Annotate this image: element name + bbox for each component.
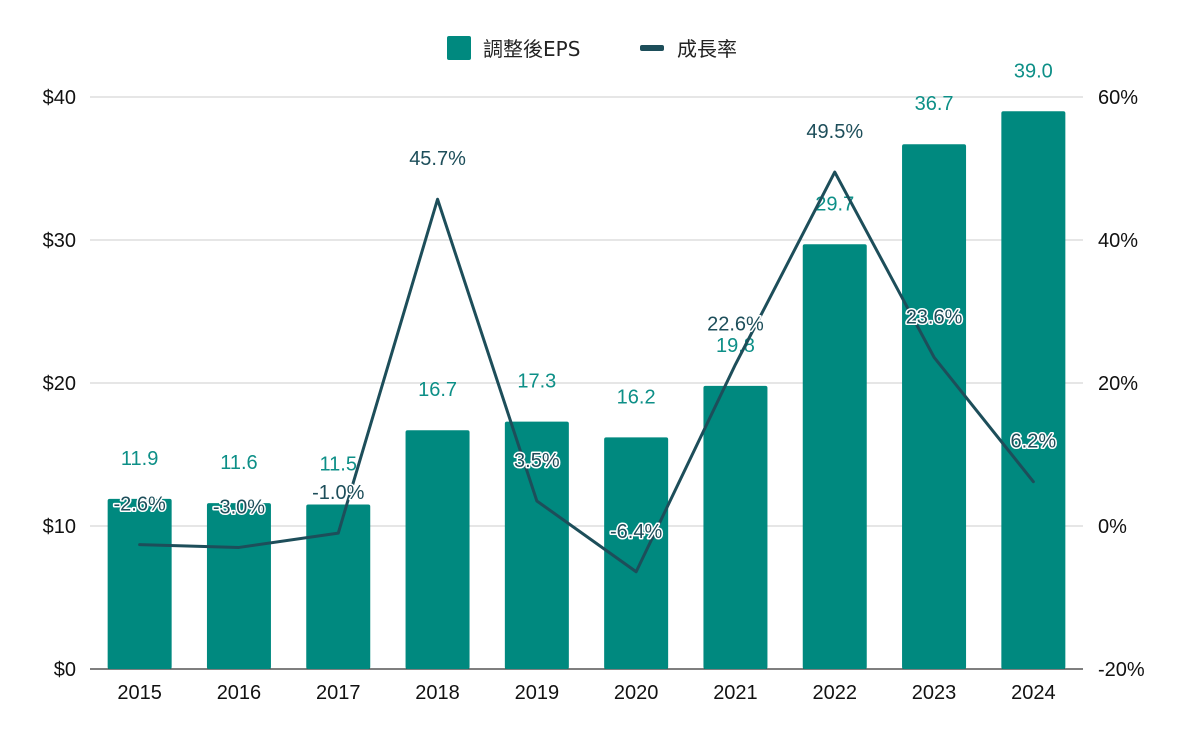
x-axis-tick-label: 2018 [415,682,460,704]
growth-line [138,170,1035,574]
left-axis-tick-label: $40 [43,87,76,109]
left-axis-tick-label: $10 [43,516,76,538]
eps-bars [107,111,1066,670]
growth-labels: -2.6% -3.0% -1.0% 45.7% 3.5% -6.4% 22.6% 49.5% 2… [112,120,1058,545]
right-axis-tick-label: 60% [1098,87,1138,109]
growth-label: -2.6% [114,494,166,516]
left-axis-tick-label: $0 [54,659,76,681]
x-axis-tick-label: 2016 [217,682,262,704]
legend: 調整後EPS 成長率 [447,36,737,61]
x-axis-ticks: 2015 2016 2017 2018 2019 2020 2021 2022 2023 2024 [117,682,1055,704]
eps-bar [1001,111,1066,670]
eps-bar-label: 16.7 [418,379,457,401]
right-axis-tick-label: -20% [1098,659,1145,681]
x-axis-tick-label: 2021 [713,682,758,704]
eps-bar [306,504,371,669]
eps-bar [206,503,271,669]
x-axis-tick-label: 2024 [1011,682,1056,704]
x-axis-tick-label: 2017 [316,682,361,704]
eps-bar-label: 11.5 [320,454,357,476]
left-axis-tick-label: $20 [43,373,76,395]
growth-label: 6.2% [1011,431,1057,453]
eps-bar-label: 39.0 [1014,60,1053,82]
eps-bar [802,244,867,670]
eps-bar [604,437,669,669]
left-axis-tick-label: $30 [43,230,76,252]
growth-label: -6.4% [610,521,662,543]
eps-bar [504,421,569,669]
growth-label: 49.5% [806,121,863,143]
eps-bar-label: 11.6 [220,452,257,474]
eps-bar-label: 17.3 [517,371,556,393]
eps-bar [703,385,768,669]
growth-label: 45.7% [409,148,466,170]
x-axis-tick-label: 2019 [515,682,560,704]
eps-bar [902,144,967,669]
x-axis-tick-label: 2023 [912,682,957,704]
legend-swatch-growth [640,45,664,51]
legend-label-growth: 成長率 [677,37,737,61]
growth-label: -1.0% [312,482,364,504]
x-axis-tick-label: 2022 [813,682,858,704]
eps-bar-labels: 11.9 11.6 11.5 16.7 17.3 16.2 19.8 29.7 36.7 39.0 [121,60,1053,475]
legend-label-eps: 調整後EPS [483,37,580,61]
eps-bar-label: 29.7 [815,193,854,215]
right-axis-ticks: -20% 0% 20% 40% 60% [1098,87,1145,681]
growth-label: 3.5% [514,450,560,472]
x-axis-tick-label: 2020 [614,682,659,704]
growth-label: 22.6% [707,313,764,335]
eps-bar-label: 11.9 [121,448,158,470]
x-axis-tick-label: 2015 [117,682,162,704]
eps-bar [107,498,172,669]
growth-line-path [138,170,1035,574]
eps-bar-label: 36.7 [915,93,954,115]
right-axis-tick-label: 40% [1098,230,1138,252]
growth-label: 23.6% [906,306,963,328]
right-axis-tick-label: 20% [1098,373,1138,395]
right-axis-tick-label: 0% [1098,516,1127,538]
growth-label: -3.0% [213,496,265,518]
eps-bar-label: 16.2 [617,386,656,408]
eps-bar [405,430,470,669]
eps-bar-label: 19.8 [716,335,755,357]
left-axis-ticks: $0 $10 $20 $30 $40 [43,87,76,681]
legend-swatch-eps [447,36,471,60]
